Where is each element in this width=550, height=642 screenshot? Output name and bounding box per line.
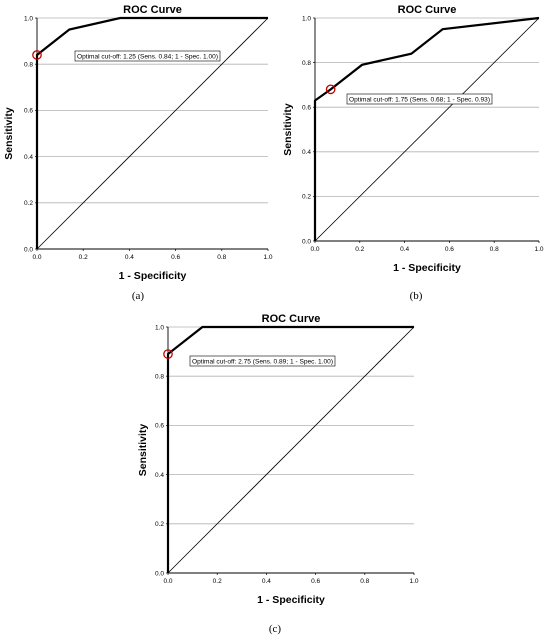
x-tick-label: 0.4 xyxy=(262,578,271,585)
roc-curve-line xyxy=(313,16,540,241)
y-tick-label: 0.0 xyxy=(302,238,311,245)
x-tick-label: 0.2 xyxy=(355,246,364,253)
annotation-text: Optimal cut-off: 2.75 (Sens. 0.89; 1 - S… xyxy=(192,358,333,365)
reference-line xyxy=(36,17,269,250)
y-tick-label: 0.0 xyxy=(24,246,33,253)
y-tick-label: 0.8 xyxy=(302,60,311,67)
y-tick-label: 0.6 xyxy=(24,108,33,115)
reference-line xyxy=(314,17,540,242)
x-axis-label: 1 - Specificity xyxy=(393,262,461,274)
roc-panel-1: 0.0 0.2 0.4 0.6 0.8 1.0 0.0 0.2 0.4 0.6 0.8 1.0 Opti… xyxy=(3,4,273,302)
y-tick-label: 1.0 xyxy=(302,15,311,22)
reference-line xyxy=(167,326,415,574)
x-tick-label: 0.8 xyxy=(360,578,369,585)
y-tick-label: 0.4 xyxy=(24,154,33,161)
y-tick-label: 0.2 xyxy=(155,521,164,528)
annotation-text: Optimal cut-off: 1.25 (Sens. 0.84; 1 - S… xyxy=(77,53,218,60)
y-tick-label: 0.6 xyxy=(302,105,311,112)
y-tick-label: 0.0 xyxy=(155,570,164,577)
x-tick-label: 0.6 xyxy=(311,578,320,585)
x-tick-label: 0.0 xyxy=(163,578,172,585)
chart-title: ROC Curve xyxy=(123,4,182,16)
panel-caption: (a) xyxy=(132,290,145,302)
y-tick-label: 1.0 xyxy=(155,324,164,331)
y-tick-label: 0.8 xyxy=(24,62,33,69)
panel-caption: (c) xyxy=(269,623,282,635)
annotation-text: Optimal cut-off: 1.75 (Sens. 0.68; 1 - S… xyxy=(349,96,490,103)
x-tick-label: 1.0 xyxy=(409,578,418,585)
optimal-cutoff-marker xyxy=(325,84,336,95)
x-tick-label: 0.6 xyxy=(445,246,454,253)
y-tick-label: 0.4 xyxy=(302,149,311,156)
panel-caption: (b) xyxy=(410,290,423,302)
x-tick-label: 0.6 xyxy=(171,254,180,261)
roc-panel-2: 0.0 0.2 0.4 0.6 0.8 1.0 0.0 0.2 0.4 0.6 0.8 1.0 Opti… xyxy=(282,4,544,302)
y-tick-label: 0.4 xyxy=(155,472,164,479)
annotation-box xyxy=(346,93,493,105)
annotation-box xyxy=(74,50,221,62)
y-axis-label: Sensitivity xyxy=(282,103,294,156)
x-tick-label: 1.0 xyxy=(263,254,272,261)
x-tick-label: 0.2 xyxy=(79,254,88,261)
x-tick-label: 1.0 xyxy=(534,246,543,253)
y-tick-label: 0.2 xyxy=(302,194,311,201)
y-tick-label: 0.6 xyxy=(155,423,164,430)
y-tick-label: 0.8 xyxy=(155,374,164,381)
x-tick-label: 0.4 xyxy=(125,254,134,261)
optimal-cutoff-marker xyxy=(163,349,173,359)
y-tick-label: 0.2 xyxy=(24,200,33,207)
x-tick-label: 0.0 xyxy=(32,254,41,261)
x-tick-label: 0.8 xyxy=(217,254,226,261)
y-axis-label: Sensitivity xyxy=(3,107,15,160)
x-tick-label: 0.0 xyxy=(310,246,319,253)
x-axis-label: 1 - Specificity xyxy=(119,270,187,282)
optimal-cutoff-marker xyxy=(32,50,42,60)
x-tick-label: 0.8 xyxy=(490,246,499,253)
x-tick-label: 0.4 xyxy=(400,246,409,253)
y-tick-label: 1.0 xyxy=(24,15,33,22)
x-axis-label: 1 - Specificity xyxy=(257,594,325,606)
y-axis-label: Sensitivity xyxy=(137,424,149,477)
chart-title: ROC Curve xyxy=(398,4,457,16)
roc-curve-line xyxy=(35,16,268,249)
chart-title: ROC Curve xyxy=(262,313,321,325)
x-tick-label: 0.2 xyxy=(213,578,222,585)
roc-panel-3: 0.0 0.2 0.4 0.6 0.8 1.0 0.0 0.2 0.4 0.6 0.8 1.0 Opti… xyxy=(137,313,419,635)
roc-curve-line xyxy=(166,325,414,573)
annotation-box xyxy=(189,355,336,367)
